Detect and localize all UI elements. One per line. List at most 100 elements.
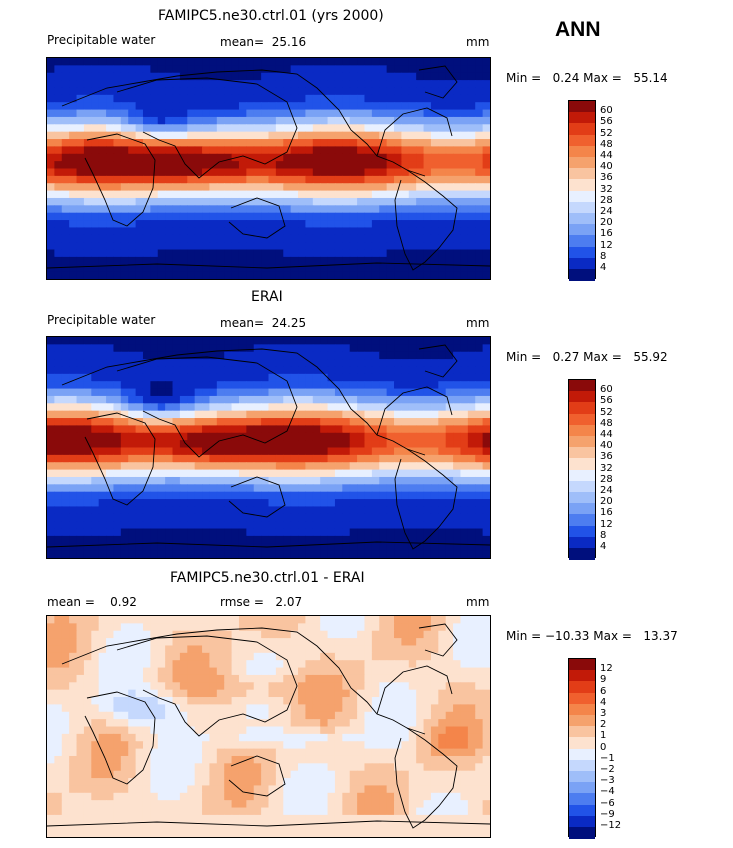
field-cell <box>246 748 255 757</box>
field-cell <box>334 161 343 170</box>
field-cell <box>253 476 262 485</box>
field-cell <box>47 183 55 192</box>
field-cell <box>467 205 476 214</box>
field-cell <box>342 351 351 360</box>
field-cell <box>320 440 329 449</box>
field-cell <box>467 337 476 345</box>
field-cell <box>224 484 233 493</box>
field-cell <box>202 674 211 683</box>
field-cell <box>128 227 137 236</box>
field-cell <box>453 719 462 728</box>
field-cell <box>76 256 85 265</box>
field-cell <box>261 197 270 206</box>
field-cell <box>460 462 469 471</box>
field-cell <box>394 447 402 456</box>
field-cell <box>91 418 100 426</box>
field-cell <box>482 175 490 184</box>
field-cell <box>467 212 476 221</box>
field-cell <box>128 381 137 390</box>
field-cell <box>135 770 144 779</box>
field-cell <box>334 175 343 184</box>
field-cell <box>283 87 292 96</box>
field-cell <box>438 242 447 251</box>
field-cell <box>150 476 159 485</box>
field-cell <box>61 543 70 552</box>
field-cell <box>357 227 366 236</box>
field-cell <box>349 109 358 118</box>
field-cell <box>290 719 299 728</box>
field-cell <box>342 638 351 647</box>
field-cell <box>216 388 225 397</box>
field-cell <box>150 432 159 441</box>
field-cell <box>150 660 159 669</box>
field-cell <box>150 623 159 632</box>
field-cell <box>342 212 351 221</box>
field-cell <box>298 506 307 515</box>
field-cell <box>460 124 469 133</box>
field-cell <box>379 264 388 273</box>
field-cell <box>416 168 425 177</box>
field-cell <box>135 660 144 669</box>
field-cell <box>357 454 366 463</box>
field-cell <box>128 491 137 500</box>
field-cell <box>445 704 454 713</box>
field-cell <box>334 58 343 66</box>
field-cell <box>408 748 417 757</box>
field-cell <box>305 175 314 184</box>
field-cell <box>268 440 277 449</box>
field-cell <box>312 168 321 177</box>
field-cell <box>312 161 321 170</box>
field-cell <box>194 667 203 676</box>
field-cell <box>172 484 181 493</box>
panel-1-mean-label: mean= 25.16 <box>220 35 307 49</box>
field-cell <box>445 359 454 368</box>
field-cell <box>187 418 196 426</box>
field-cell <box>371 528 380 537</box>
field-cell <box>69 227 78 236</box>
field-cell <box>98 264 107 273</box>
field-cell <box>445 183 454 192</box>
field-cell <box>172 521 181 530</box>
field-cell <box>482 183 490 192</box>
field-cell <box>150 733 159 742</box>
field-cell <box>430 153 439 162</box>
field-cell <box>165 388 174 397</box>
field-cell <box>283 733 292 742</box>
field-cell <box>106 462 115 471</box>
field-cell <box>253 616 262 624</box>
field-cell <box>128 623 137 632</box>
field-cell <box>172 337 181 345</box>
field-cell <box>408 513 417 522</box>
field-cell <box>453 220 462 229</box>
field-cell <box>364 395 373 404</box>
field-cell <box>453 689 462 698</box>
field-cell <box>460 741 469 750</box>
field-cell <box>475 425 484 434</box>
field-cell <box>364 373 373 382</box>
field-cell <box>283 660 292 669</box>
field-cell <box>334 410 343 419</box>
field-cell <box>438 271 447 279</box>
field-cell <box>113 682 122 691</box>
field-cell <box>394 87 402 96</box>
field-cell <box>253 249 262 258</box>
field-cell <box>334 153 343 162</box>
field-cell <box>61 623 70 632</box>
field-cell <box>408 242 417 251</box>
field-cell <box>106 418 115 426</box>
field-cell <box>371 242 380 251</box>
field-cell <box>246 168 255 177</box>
field-cell <box>202 550 211 558</box>
field-cell <box>150 344 159 353</box>
field-cell <box>430 484 439 493</box>
field-cell <box>268 183 277 192</box>
field-cell <box>460 403 469 412</box>
field-cell <box>76 227 85 236</box>
field-cell <box>76 403 85 412</box>
field-cell <box>423 432 432 441</box>
field-cell <box>364 242 373 251</box>
field-cell <box>327 719 336 728</box>
field-cell <box>349 719 358 728</box>
field-cell <box>298 623 307 632</box>
field-cell <box>416 484 425 493</box>
